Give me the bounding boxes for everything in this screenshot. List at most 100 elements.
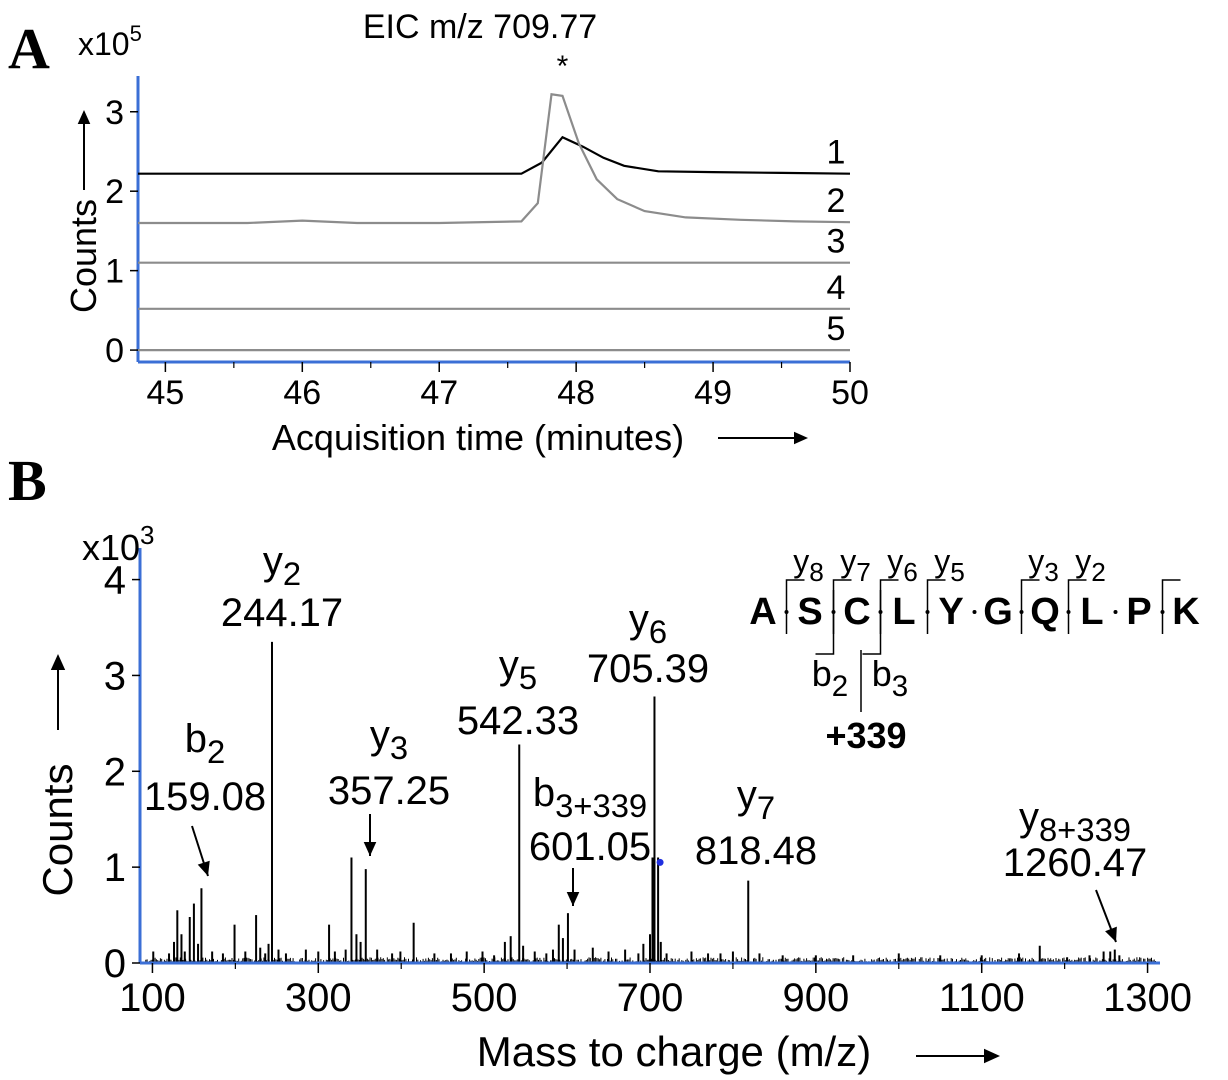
sequence-residue: L bbox=[892, 591, 915, 633]
precursor-marker bbox=[656, 858, 664, 866]
ms-y-multiplier: x103 bbox=[82, 520, 155, 568]
eic-trace-2 bbox=[138, 93, 851, 225]
sequence-y-ion-label-letter: y bbox=[1075, 543, 1091, 579]
sequence-bond-dot bbox=[972, 610, 977, 614]
ms-x-tick-label: 1100 bbox=[939, 976, 1025, 1020]
fragment-ion-label-letter: y bbox=[499, 643, 519, 687]
fragment-ion-label-subscript: 3 bbox=[390, 729, 408, 766]
fragment-arrowhead bbox=[197, 860, 210, 876]
fragment-arrowhead bbox=[566, 892, 580, 906]
sequence-y-ion-label-letter: y bbox=[1028, 543, 1044, 579]
ms-x-label-arrowhead bbox=[984, 1048, 1000, 1064]
y-ion-bracket bbox=[926, 579, 946, 634]
eic-y-tick-label: 1 bbox=[105, 253, 124, 291]
sequence-y-ion-label-subscript: 5 bbox=[950, 557, 965, 587]
fragment-ion-label: y5 bbox=[499, 643, 537, 696]
fragment-ion-label: b3+339 bbox=[533, 771, 647, 824]
fragment-ion-label-letter: y bbox=[370, 713, 390, 757]
fragment-ion-label: y3 bbox=[370, 713, 408, 766]
sequence-y-ion-label-subscript: 6 bbox=[903, 557, 918, 587]
sequence-y-ion-label: y3 bbox=[1028, 543, 1059, 587]
fragment-ion-label-letter: y bbox=[1019, 795, 1039, 839]
sequence-b-ion-label-letter: b bbox=[872, 653, 892, 694]
ms-y-label: Counts bbox=[34, 763, 81, 896]
ms-y-multiplier-base: x10 bbox=[82, 527, 140, 568]
eic-x-tick-label: 46 bbox=[283, 374, 321, 412]
eic-x-label-arrowhead bbox=[794, 431, 808, 445]
eic-trace-label: 2 bbox=[827, 182, 846, 220]
y-ion-bracket bbox=[1067, 579, 1087, 634]
fragment-mz-label: 244.17 bbox=[221, 591, 343, 635]
fragment-ion-label-subscript: 2 bbox=[283, 555, 301, 592]
ms-y-tick-label: 4 bbox=[104, 559, 126, 603]
ms-y-tick-label: 1 bbox=[104, 846, 126, 890]
fragment-ion-label-letter: b bbox=[185, 717, 207, 761]
modification-label: +339 bbox=[825, 715, 906, 756]
fragment-mz-label: 542.33 bbox=[457, 699, 579, 743]
fragment-ion-label: y2 bbox=[263, 539, 301, 592]
sequence-residue: L bbox=[1080, 591, 1103, 633]
sequence-y-ion-label: y7 bbox=[840, 543, 871, 587]
eic-y-multiplier: x105 bbox=[78, 21, 142, 62]
fragment-mz-label: 1260.47 bbox=[1003, 841, 1148, 885]
sequence-residue: C bbox=[843, 591, 870, 633]
fragment-arrowhead bbox=[363, 842, 377, 856]
sequence-y-ion-label-letter: y bbox=[934, 543, 950, 579]
fragment-arrowhead bbox=[1105, 926, 1117, 942]
fragment-mz-label: 601.05 bbox=[529, 825, 651, 869]
ms-y-multiplier-exp: 3 bbox=[140, 520, 154, 550]
sequence-residue: A bbox=[749, 591, 776, 633]
fragment-ion-label-subscript: 5 bbox=[519, 659, 537, 696]
fragment-ion-label-subscript: 6 bbox=[649, 613, 667, 650]
eic-y-tick-label: 0 bbox=[105, 332, 124, 370]
eic-x-tick-label: 47 bbox=[420, 374, 458, 412]
fragment-ion-label-letter: b bbox=[533, 771, 555, 815]
sequence-y-ion-label-letter: y bbox=[793, 543, 809, 579]
panel-b-letter: B bbox=[8, 448, 47, 513]
sequence-b-ion-label-subscript: 2 bbox=[832, 670, 848, 703]
ms-x-tick-label: 1300 bbox=[1103, 976, 1192, 1020]
y-ion-bracket bbox=[1161, 579, 1181, 634]
sequence-b-ion-label: b2 bbox=[812, 653, 848, 703]
eic-peak-marker: * bbox=[557, 50, 569, 83]
fragment-ion-label-subscript: 3+339 bbox=[555, 787, 647, 824]
fragment-mz-label: 818.48 bbox=[695, 829, 817, 873]
ms-y-tick-label: 0 bbox=[104, 942, 126, 986]
fragment-ion-label: y7 bbox=[737, 773, 775, 826]
fragment-ion-label-subscript: 8+339 bbox=[1039, 811, 1131, 848]
fragment-ion-label: y6 bbox=[629, 597, 667, 650]
eic-y-multiplier-exp: 5 bbox=[130, 21, 142, 46]
ms-x-tick-label: 900 bbox=[782, 976, 849, 1020]
sequence-b-ion-label: b3 bbox=[872, 653, 908, 703]
eic-y-tick-label: 3 bbox=[105, 94, 124, 132]
b-ion-bracket bbox=[815, 590, 835, 655]
eic-x-tick-label: 45 bbox=[146, 374, 184, 412]
fragment-ion-label-subscript: 2 bbox=[207, 733, 225, 770]
eic-y-multiplier-base: x10 bbox=[78, 26, 130, 62]
eic-x-tick-label: 48 bbox=[557, 374, 595, 412]
fragment-mz-label: 357.25 bbox=[328, 769, 450, 813]
ms-y-label-arrowhead bbox=[50, 654, 66, 670]
sequence-y-ion-label-subscript: 3 bbox=[1044, 557, 1059, 587]
sequence-residue: K bbox=[1172, 591, 1200, 633]
fragment-mz-label: 159.08 bbox=[144, 775, 266, 819]
ms-x-tick-label: 300 bbox=[285, 976, 352, 1020]
ms-y-tick-label: 3 bbox=[104, 654, 126, 698]
fragment-ion-label: y8+339 bbox=[1019, 795, 1131, 848]
sequence-residue: P bbox=[1126, 591, 1151, 633]
sequence-y-ion-label: y5 bbox=[934, 543, 965, 587]
eic-x-tick-label: 50 bbox=[831, 374, 869, 412]
eic-trace-1 bbox=[138, 135, 851, 175]
fragment-ion-label: b2 bbox=[185, 717, 226, 770]
eic-y-tick-label: 2 bbox=[105, 173, 124, 211]
b-ion-bracket bbox=[862, 590, 882, 655]
eic-trace-label: 1 bbox=[827, 134, 846, 172]
eic-y-label-arrowhead bbox=[77, 110, 91, 124]
sequence-y-ion-label: y2 bbox=[1075, 543, 1106, 587]
sequence-residue: Q bbox=[1030, 591, 1060, 633]
eic-trace-label: 5 bbox=[827, 310, 846, 348]
fragment-ion-label-letter: y bbox=[263, 539, 283, 583]
